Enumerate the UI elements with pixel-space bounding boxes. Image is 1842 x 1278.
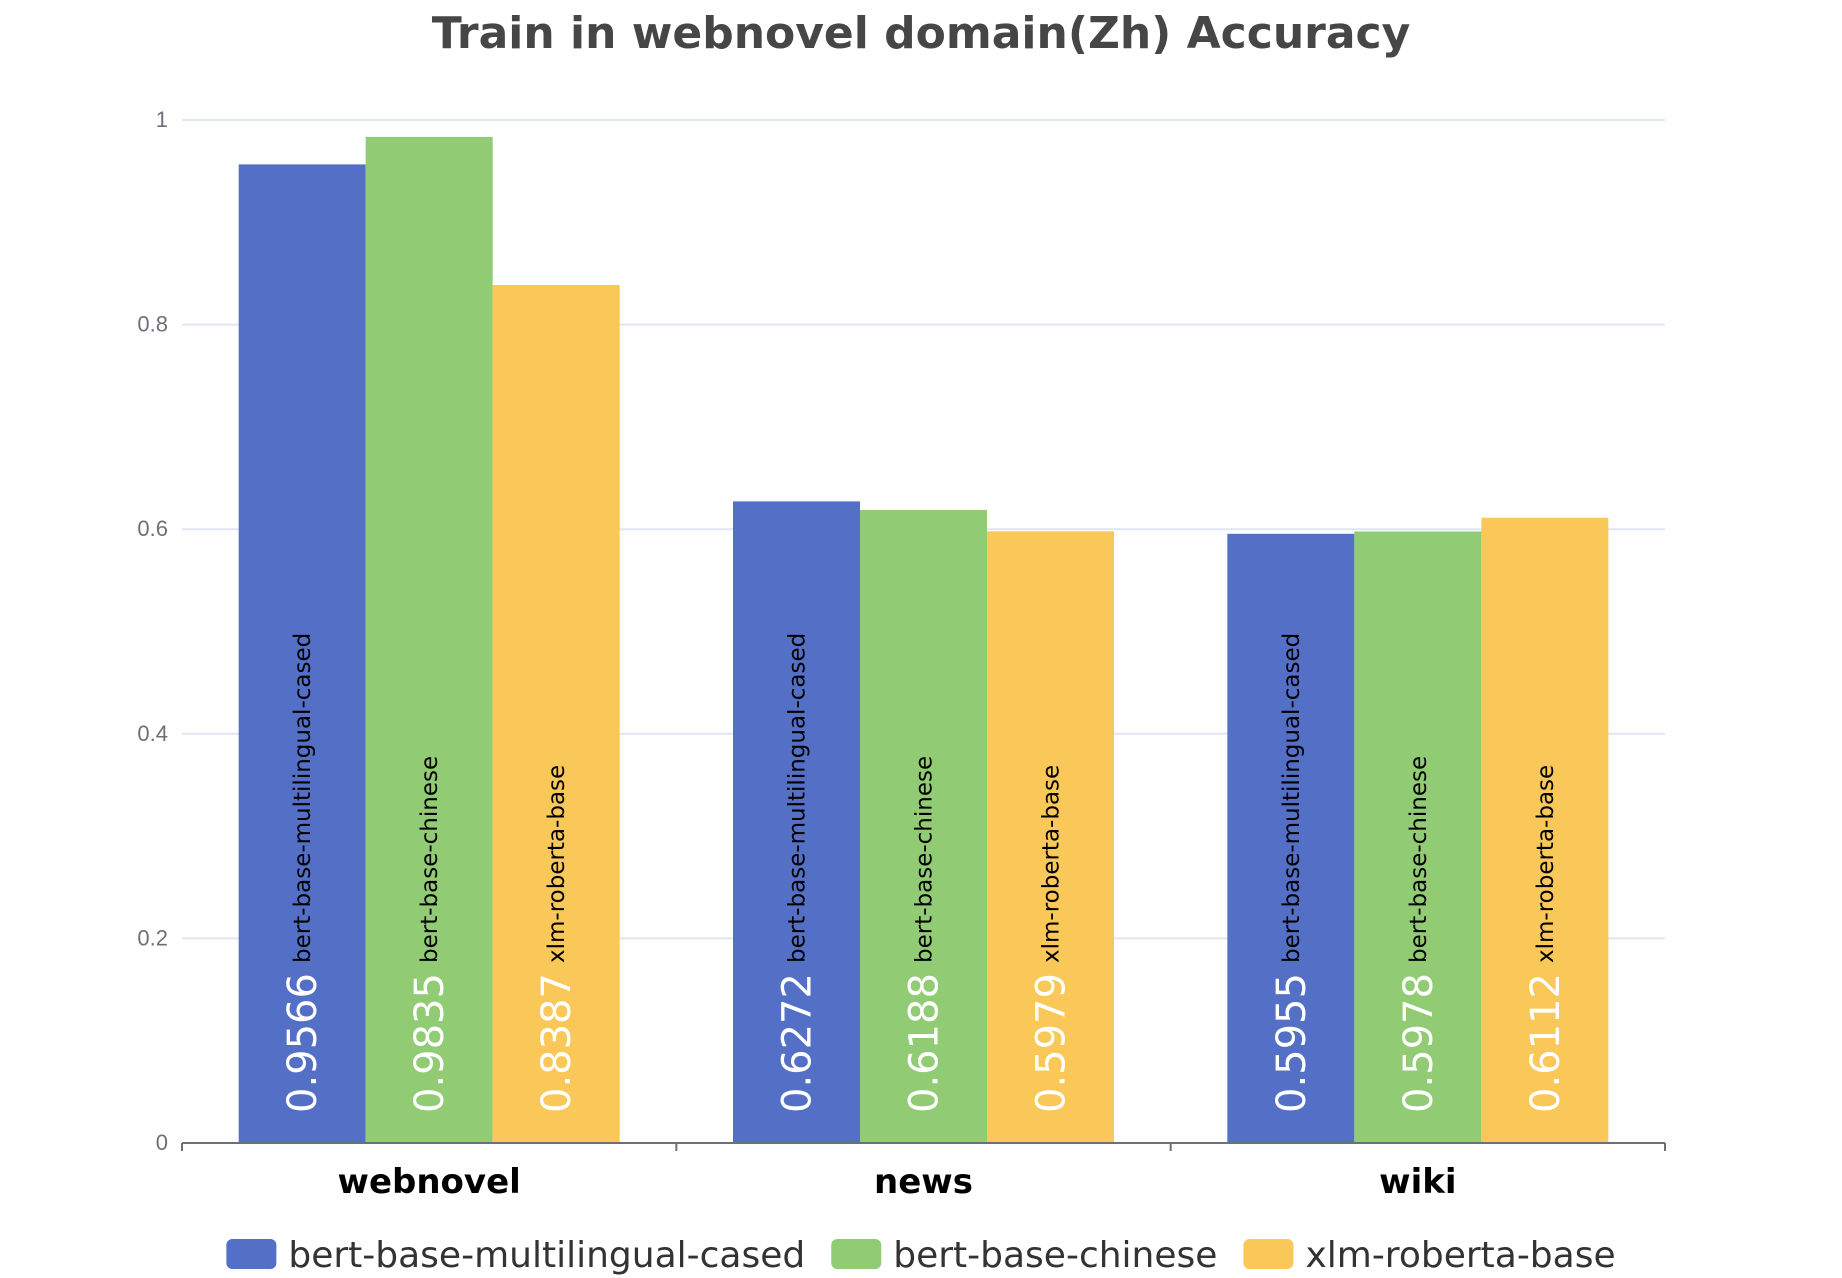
y-tick-label: 0 bbox=[156, 1130, 168, 1155]
bar-value-label: 0.9566 bbox=[280, 973, 326, 1113]
bar-series-label: bert-base-multilingual-cased bbox=[290, 633, 316, 963]
bar-series-label: xlm-roberta-base bbox=[544, 765, 570, 963]
bar-group[interactable]: 0.6188 bert-base-chinese bbox=[860, 509, 987, 1143]
legend-swatch bbox=[1243, 1239, 1294, 1269]
bar-value-label: 0.9835 bbox=[407, 973, 453, 1113]
bar-series-label: xlm-roberta-base bbox=[1039, 765, 1065, 963]
y-tick-label: 0.2 bbox=[137, 925, 168, 950]
legend-swatch bbox=[226, 1239, 277, 1269]
bar[interactable] bbox=[1481, 517, 1609, 1143]
bar-group[interactable]: 0.5979 xlm-roberta-base bbox=[987, 531, 1114, 1143]
legend-swatch bbox=[831, 1239, 882, 1269]
bar[interactable] bbox=[733, 501, 860, 1143]
bar-series-label: bert-base-chinese bbox=[912, 756, 938, 963]
bar-group[interactable]: 0.9835 bert-base-chinese bbox=[365, 136, 493, 1143]
bar[interactable] bbox=[365, 136, 493, 1143]
x-tick-label: webnovel bbox=[338, 1162, 521, 1202]
bar[interactable] bbox=[238, 164, 366, 1143]
bar[interactable] bbox=[1227, 533, 1355, 1143]
bar-group[interactable]: 0.6272 bert-base-multilingual-cased bbox=[733, 501, 860, 1143]
y-tick-label: 0.4 bbox=[137, 721, 168, 746]
bar-series-label: xlm-roberta-base bbox=[1533, 765, 1559, 963]
legend-label: bert-base-chinese bbox=[893, 1235, 1217, 1276]
bar-value-label: 0.6112 bbox=[1523, 973, 1569, 1113]
bar-series-label: bert-base-multilingual-cased bbox=[1279, 633, 1305, 963]
bar[interactable] bbox=[860, 509, 987, 1143]
bar-value-label: 0.5978 bbox=[1396, 973, 1442, 1113]
bar[interactable] bbox=[987, 531, 1114, 1143]
bar[interactable] bbox=[492, 285, 620, 1143]
legend-item[interactable]: bert-base-multilingual-cased bbox=[226, 1235, 805, 1276]
y-tick-label: 0.8 bbox=[137, 312, 168, 337]
x-tick-label: news bbox=[874, 1162, 973, 1202]
legend-label: bert-base-multilingual-cased bbox=[288, 1235, 805, 1276]
legend-item[interactable]: bert-base-chinese bbox=[831, 1235, 1217, 1276]
chart-title: Train in webnovel domain(Zh) Accuracy bbox=[432, 8, 1411, 59]
bar-group[interactable]: 0.9566 bert-base-multilingual-cased bbox=[238, 164, 366, 1143]
bar-value-label: 0.6188 bbox=[902, 973, 948, 1113]
y-tick-label: 1 bbox=[156, 107, 168, 132]
bar-value-label: 0.6272 bbox=[775, 973, 821, 1113]
bar[interactable] bbox=[1354, 531, 1482, 1143]
x-axis-ticks: webnovel news wiki bbox=[181, 1143, 1666, 1202]
bar-value-label: 0.5979 bbox=[1029, 973, 1075, 1113]
bar-value-label: 0.5955 bbox=[1269, 973, 1315, 1113]
legend[interactable]: bert-base-multilingual-cased bert-base-ch… bbox=[226, 1235, 1616, 1276]
x-tick-label: wiki bbox=[1379, 1162, 1456, 1202]
bar-series-label: bert-base-chinese bbox=[1406, 756, 1432, 963]
legend-item[interactable]: xlm-roberta-base bbox=[1243, 1235, 1616, 1276]
y-axis-ticks: 0 0.2 0.4 0.6 0.8 1 bbox=[137, 107, 168, 1155]
bar-group[interactable]: 0.5978 bert-base-chinese bbox=[1354, 531, 1482, 1143]
bar-value-label: 0.8387 bbox=[534, 973, 580, 1113]
bar-group[interactable]: 0.8387 xlm-roberta-base bbox=[492, 285, 620, 1143]
legend-label: xlm-roberta-base bbox=[1305, 1235, 1615, 1276]
bar-series-label: bert-base-multilingual-cased bbox=[785, 633, 811, 963]
bar-group[interactable]: 0.5955 bert-base-multilingual-cased bbox=[1227, 533, 1355, 1143]
bar-group[interactable]: 0.6112 xlm-roberta-base bbox=[1481, 517, 1609, 1143]
bars: 0.9566 bert-base-multilingual-cased 0.9835… bbox=[238, 136, 1609, 1143]
y-tick-label: 0.6 bbox=[137, 516, 168, 541]
bar-series-label: bert-base-chinese bbox=[417, 756, 443, 963]
